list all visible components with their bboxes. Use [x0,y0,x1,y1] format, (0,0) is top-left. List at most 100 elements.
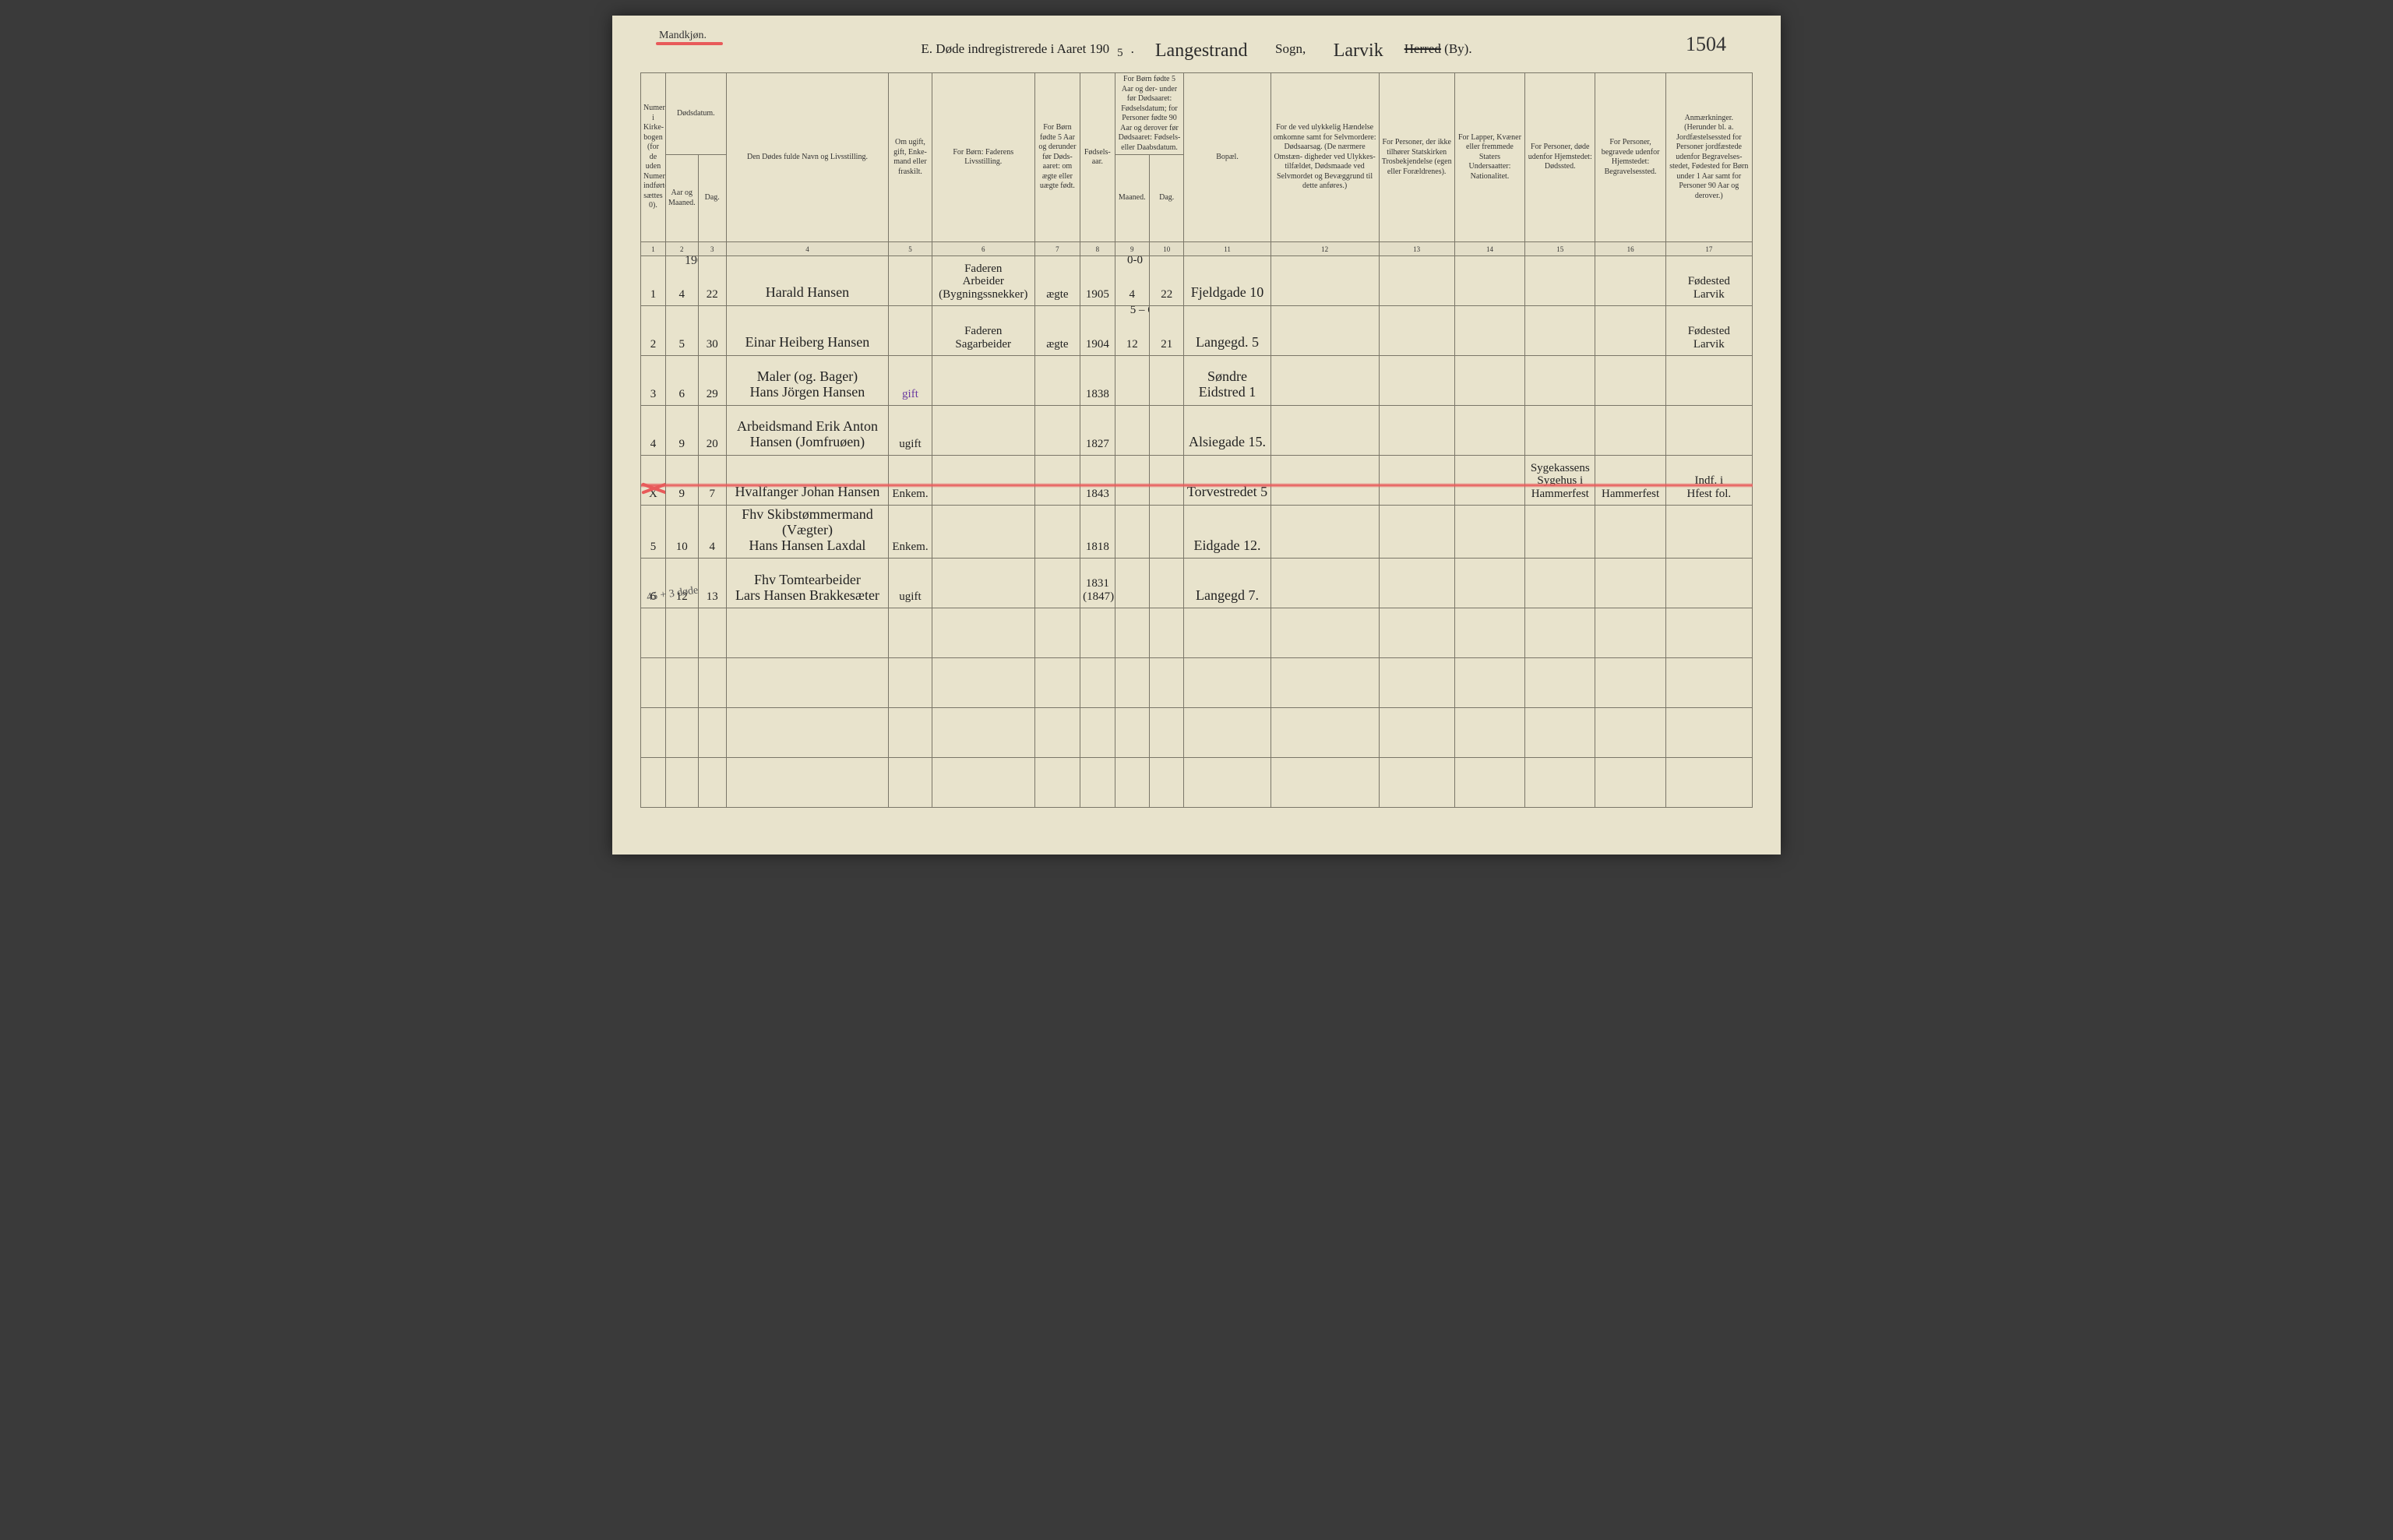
cell: Langegd. 5 [1184,306,1271,356]
col-header: For Børn: Faderens Livsstilling. [932,73,1034,242]
col-header: Dag. [1150,155,1184,242]
cell: 4 [641,406,666,456]
cell [1379,506,1454,559]
cell-empty [1034,658,1080,708]
cell-empty [1454,708,1524,758]
cell: ugift [889,406,932,456]
cell [1034,406,1080,456]
cell-empty [1665,658,1752,708]
cell-empty [698,708,726,758]
col-header: For Børn fødte 5 Aar og derunder før Død… [1034,73,1080,242]
col-header: Dag. [698,155,726,242]
cell-empty [932,708,1034,758]
cell [1115,406,1149,456]
table-row-empty [641,708,1753,758]
column-number: 15 [1525,242,1595,256]
page-title: E. Døde indregistrerede i Aaret 1905. La… [640,41,1753,62]
cell [932,559,1034,608]
column-number: 7 [1034,242,1080,256]
cell: X [641,456,666,506]
cell: Harald Hansen [726,256,888,306]
cell [1271,456,1379,506]
cell-empty [1034,758,1080,808]
gender-label: Mandkjøn. [659,30,707,42]
cell: Hammerfest [1595,456,1665,506]
cell-empty [1379,708,1454,758]
cell [1034,356,1080,406]
cell: 9 [665,456,698,506]
table-row: 2530Einar Heiberg HansenFaderen Sagarbei… [641,306,1753,356]
cell: Faderen Sagarbeider [932,306,1034,356]
cell [1271,256,1379,306]
register-table: Numer i Kirke- bogen (for de uden Numer … [640,72,1753,808]
cell-empty [1454,758,1524,808]
title-by: (By). [1444,41,1471,56]
cell-empty [1379,608,1454,658]
col-header: Bopæl. [1184,73,1271,242]
cell: 9 [665,406,698,456]
cell [1595,256,1665,306]
cell: Faderen Arbeider (Bygningssnekker) [932,256,1034,306]
cell: Einar Heiberg Hansen [726,306,888,356]
cell-empty [1115,658,1149,708]
cell-empty [1379,758,1454,808]
cell: 10 [665,506,698,559]
cell-empty [1665,708,1752,758]
cell [932,406,1034,456]
cell-empty [665,708,698,758]
cell: 125 – 6 m [1115,306,1149,356]
cell [1454,406,1524,456]
cell [1454,306,1524,356]
cell-empty [1665,758,1752,808]
col-header: Aar og Maaned. [665,155,698,242]
cell-empty [1034,608,1080,658]
column-number: 11 [1184,242,1271,256]
cell: 22 [1150,256,1184,306]
cell [1034,559,1080,608]
cell: Søndre Eidstred 1 [1184,356,1271,406]
cell: 1843 [1080,456,1115,506]
cell-empty [1595,758,1665,808]
cell [1271,406,1379,456]
cell: Langegd 7. [1184,559,1271,608]
cell-empty [889,758,932,808]
column-number: 13 [1379,242,1454,256]
cell [1595,506,1665,559]
cell: 22 [698,256,726,306]
cell-empty [641,708,666,758]
col-header: Fødsels- aar. [1080,73,1115,242]
cell [1595,406,1665,456]
col-header: Anmærkninger. (Herunder bl. a. Jordfæste… [1665,73,1752,242]
cell: Fødested Larvik [1665,306,1752,356]
cell: gift [889,356,932,406]
cell: 1827 [1080,406,1115,456]
column-number: 6 [932,242,1034,256]
year-above-note: 1905 [685,256,698,268]
table-header: Numer i Kirke- bogen (for de uden Numer … [641,73,1753,242]
cell-empty [889,708,932,758]
cell-empty [1271,708,1379,758]
cell-empty [1525,608,1595,658]
cell [1595,356,1665,406]
cell [1665,506,1752,559]
col-header: For Personer, begravede udenfor Hjemsted… [1595,73,1665,242]
cell: 1831 (1847) [1080,559,1115,608]
district-name-hand: Larvik [1326,41,1391,62]
cell-empty [1454,608,1524,658]
cell-empty [726,608,888,658]
cell: 5 [665,306,698,356]
age-note: 0-0 [1127,256,1143,267]
cell [1454,256,1524,306]
cell: 29 [698,356,726,406]
cell: 4 [698,506,726,559]
column-number: 3 [698,242,726,256]
cell: 6 [665,356,698,406]
cell [1115,456,1149,506]
cell-empty [1525,708,1595,758]
column-number: 17 [1665,242,1752,256]
cell: Fjeldgade 10 [1184,256,1271,306]
cell [1454,506,1524,559]
cell [1150,456,1184,506]
cell [1150,506,1184,559]
cell: 1818 [1080,506,1115,559]
